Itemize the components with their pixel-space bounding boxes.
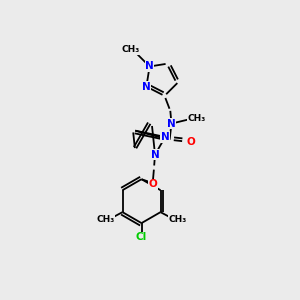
Text: N: N	[142, 82, 151, 92]
Text: O: O	[148, 179, 157, 189]
Text: N: N	[167, 118, 176, 129]
Text: CH₃: CH₃	[121, 45, 140, 54]
Text: CH₃: CH₃	[187, 114, 205, 123]
Text: N: N	[151, 150, 159, 160]
Text: CH₃: CH₃	[96, 215, 115, 224]
Text: CH₃: CH₃	[169, 215, 187, 224]
Text: N: N	[145, 61, 154, 71]
Text: O: O	[186, 136, 195, 147]
Text: N: N	[161, 132, 170, 142]
Text: Cl: Cl	[136, 232, 147, 242]
